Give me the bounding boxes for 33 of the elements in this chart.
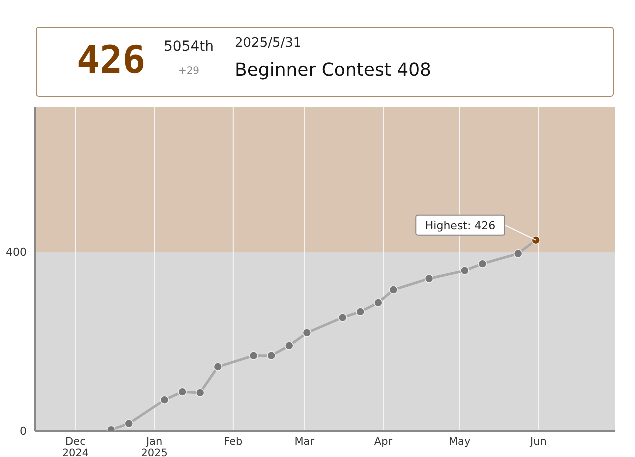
point bbox=[178, 388, 187, 396]
x-tick-label: May bbox=[448, 436, 471, 448]
point bbox=[478, 260, 488, 268]
x-tick-label: Jan 2025 bbox=[141, 436, 168, 457]
point bbox=[160, 396, 170, 405]
point bbox=[389, 286, 398, 294]
text: +29 bbox=[177, 66, 201, 77]
x-tick-label: Apr bbox=[374, 436, 394, 448]
chart-title: Beginner Contest 408 bbox=[235, 60, 432, 81]
x-tick-label: Feb bbox=[224, 436, 244, 448]
point bbox=[356, 308, 366, 316]
y-tick-label: 0 bbox=[20, 424, 27, 438]
x-tick-label: Mar bbox=[294, 436, 316, 448]
text: 426 bbox=[77, 38, 146, 82]
x-tick-label: Dec 2024 bbox=[62, 436, 90, 457]
point bbox=[338, 313, 348, 322]
point bbox=[214, 362, 223, 372]
point bbox=[532, 236, 541, 245]
x-tick-label: Jun bbox=[529, 436, 547, 448]
point bbox=[249, 351, 258, 360]
point bbox=[374, 298, 383, 308]
point bbox=[267, 351, 276, 360]
chart-subtitle: 2025/5/31 bbox=[235, 36, 302, 51]
point bbox=[124, 419, 134, 428]
point bbox=[284, 342, 294, 350]
point bbox=[196, 388, 205, 398]
point bbox=[460, 266, 470, 276]
text: 5054th bbox=[163, 39, 215, 55]
point bbox=[302, 328, 312, 338]
annotation: Highest: 426 bbox=[425, 219, 496, 232]
point bbox=[424, 274, 434, 284]
point bbox=[514, 249, 523, 258]
y-tick-label: 400 bbox=[6, 246, 27, 259]
